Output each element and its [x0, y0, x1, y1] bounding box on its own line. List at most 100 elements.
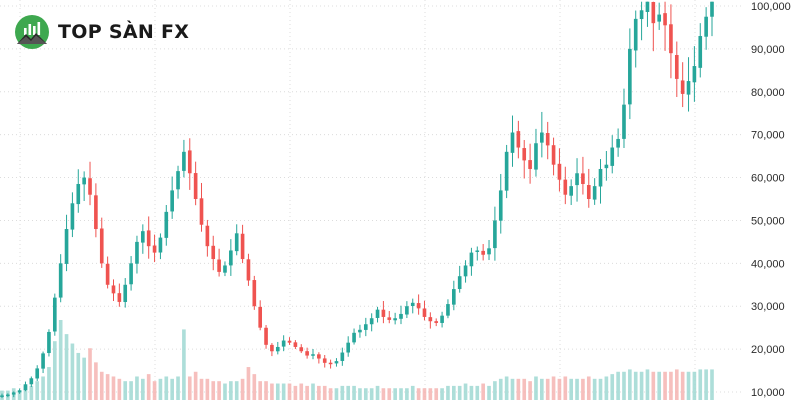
volume-bar — [680, 371, 685, 400]
volume-bar — [240, 378, 245, 400]
candlesticks — [0, 1, 714, 399]
candle-body — [686, 81, 691, 95]
candle-body — [498, 190, 503, 221]
volume-bar — [334, 388, 339, 400]
volume-bar — [633, 371, 638, 400]
candle-body — [592, 186, 597, 200]
volume-bar — [375, 385, 380, 400]
candle-body — [35, 368, 40, 379]
volume-bar — [481, 383, 485, 400]
volume-bar — [358, 388, 362, 400]
candle-body — [628, 48, 632, 105]
volume-bar — [651, 371, 656, 400]
candle-body — [229, 250, 233, 266]
candle-body — [710, 1, 714, 17]
candle-body — [152, 245, 157, 253]
volume-bar — [610, 374, 615, 400]
candle-body — [463, 265, 468, 277]
candle-body — [551, 145, 556, 165]
candle-body — [111, 285, 116, 294]
candle-body — [416, 303, 421, 309]
candle-body — [275, 346, 280, 352]
candle-body — [264, 327, 268, 345]
candle-body — [0, 395, 4, 397]
candle-body — [446, 304, 450, 316]
candle-body — [47, 331, 51, 354]
candle-body — [352, 332, 356, 343]
candle-body — [358, 329, 362, 333]
candle-body — [581, 173, 585, 184]
volume-bar — [270, 383, 274, 400]
candle-body — [252, 280, 257, 307]
candle-body — [141, 231, 145, 243]
candle-body — [6, 394, 10, 397]
candle-body — [217, 259, 221, 272]
brand-name: TOP SÀN FX — [58, 21, 190, 43]
candle-body — [440, 315, 444, 323]
volume-bar — [193, 371, 198, 400]
volume-bar — [487, 385, 491, 400]
candle-body — [334, 361, 339, 364]
volume-bar — [211, 381, 216, 400]
candle-body — [299, 347, 304, 352]
volume-bar — [369, 388, 374, 400]
candle-body — [281, 340, 286, 347]
y-tick-label: 40,000 — [751, 258, 785, 270]
volume-bar — [223, 383, 227, 400]
volume-bar — [463, 383, 468, 400]
candle-body — [99, 228, 104, 264]
volume-bar — [399, 388, 403, 400]
volume-bar — [545, 378, 550, 400]
candle-body — [692, 66, 697, 83]
candle-body — [405, 306, 409, 315]
volume-bar — [99, 371, 104, 400]
y-tick-label: 10,000 — [751, 387, 785, 399]
volume-bar — [622, 371, 626, 400]
volume-bar — [246, 367, 251, 400]
volume-bar — [41, 376, 45, 400]
volume-bar — [129, 381, 133, 400]
candle-body — [117, 293, 122, 302]
volume-bar — [434, 388, 439, 400]
candle-body — [434, 321, 439, 323]
volume-bar — [657, 371, 662, 400]
volume-bar — [428, 388, 433, 400]
volume-bar — [528, 381, 532, 400]
volume-bar — [264, 381, 268, 400]
volume-bar — [117, 378, 122, 400]
candle-body — [322, 358, 327, 363]
candle-body — [616, 138, 620, 148]
volume-bar — [598, 378, 603, 400]
volume-bar — [158, 378, 163, 400]
volume-bar — [674, 369, 679, 400]
volume-bar — [176, 376, 180, 400]
volume-bar — [669, 371, 673, 400]
candle-body — [528, 160, 532, 169]
y-axis: 10,000 20,000 30,000 40,000 50,000 60,000 70,0… — [751, 1, 791, 399]
candle-body — [363, 324, 368, 330]
volume-bar — [457, 385, 462, 400]
y-tick-label: 30,000 — [751, 301, 785, 313]
volume-bar — [170, 378, 174, 400]
candle-body — [123, 284, 128, 303]
candle-body — [680, 80, 685, 94]
candle-body — [674, 55, 679, 79]
candle-body — [293, 342, 298, 347]
volume-bar — [352, 385, 356, 400]
candle-body — [598, 168, 603, 187]
candle-body — [633, 18, 638, 51]
candle-body — [651, 2, 656, 24]
candle-body — [534, 143, 538, 170]
volume-bar — [146, 374, 151, 400]
candle-body — [493, 220, 497, 249]
candle-body — [698, 36, 703, 68]
candle-body — [557, 163, 562, 180]
candle-body — [422, 308, 427, 317]
volume-bar — [287, 383, 292, 400]
brand-logo: TOP SÀN FX — [14, 14, 189, 50]
candle-body — [663, 13, 667, 26]
volume-bar — [522, 378, 527, 400]
volume-bar — [422, 388, 427, 400]
volume-bar — [575, 378, 579, 400]
